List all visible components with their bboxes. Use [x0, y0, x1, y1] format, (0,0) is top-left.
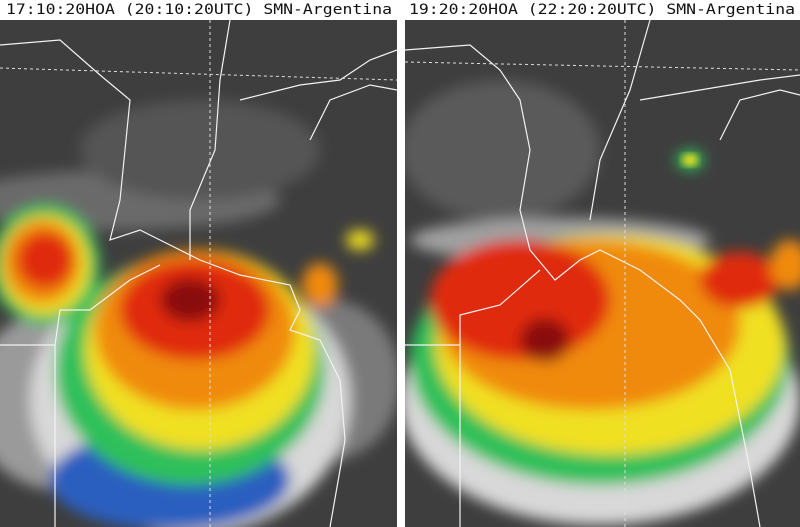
divider: [397, 0, 405, 527]
satellite-image-right: [405, 20, 800, 527]
satellite-image-left: [0, 20, 397, 527]
timestamp: 17:10:20HOA (20:10:20UTC) SMN-Argentina: [6, 2, 392, 18]
header-left: [0, 0, 397, 20]
timestamp: 19:20:20HOA (22:20:20UTC) SMN-Argentina: [409, 2, 795, 18]
header-right: [405, 0, 800, 20]
